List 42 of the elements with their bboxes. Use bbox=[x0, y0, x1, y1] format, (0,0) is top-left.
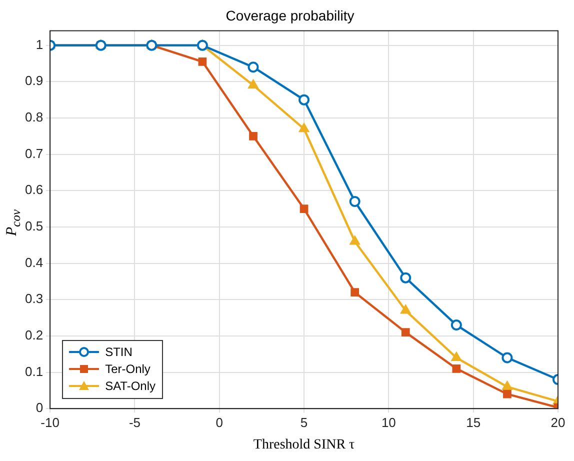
point bbox=[350, 288, 360, 297]
point bbox=[300, 204, 308, 213]
point bbox=[350, 236, 360, 245]
point bbox=[248, 80, 258, 89]
y-tick-label: 0.8 bbox=[24, 110, 44, 125]
point bbox=[502, 352, 513, 364]
y-tick-label: 1 bbox=[36, 36, 44, 52]
y-tick-label: 0.3 bbox=[24, 291, 44, 306]
point bbox=[450, 320, 462, 331]
x-tick-label: 5 bbox=[300, 414, 308, 430]
point bbox=[401, 328, 410, 336]
x-tick-label: 0 bbox=[216, 414, 223, 430]
legend-label: SAT-Only bbox=[105, 379, 156, 394]
point bbox=[198, 57, 207, 66]
y-tick-label: 0.2 bbox=[24, 328, 44, 343]
point bbox=[349, 196, 360, 208]
y-tick-label: 0.5 bbox=[24, 218, 44, 234]
point bbox=[452, 352, 462, 361]
x-tick-label: -10 bbox=[40, 414, 60, 430]
point bbox=[248, 62, 259, 73]
point bbox=[298, 94, 310, 106]
legend-label: STIN bbox=[105, 345, 132, 360]
x-axis-title: Threshold SINR τ bbox=[253, 437, 356, 452]
y-tick-label: 0.1 bbox=[24, 364, 44, 379]
y-tick-label: 0.6 bbox=[24, 182, 44, 198]
chart-title: Coverage probability bbox=[226, 7, 354, 24]
x-tick-label: 10 bbox=[381, 414, 396, 430]
legend-label: Ter-Only bbox=[105, 362, 150, 376]
x-tick-label: 15 bbox=[466, 414, 481, 430]
point bbox=[400, 305, 411, 314]
point bbox=[452, 364, 461, 373]
x-tick-label: -5 bbox=[128, 414, 141, 430]
point bbox=[503, 390, 512, 398]
x-tick-label: 20 bbox=[550, 414, 566, 430]
point bbox=[249, 132, 258, 140]
y-tick-label: 0.7 bbox=[24, 146, 44, 161]
y-tick-label: 0 bbox=[36, 400, 44, 416]
y-tick-label: 0.9 bbox=[24, 73, 44, 88]
point bbox=[502, 381, 512, 390]
y-tick-label: 0.4 bbox=[24, 254, 44, 270]
point bbox=[400, 272, 412, 284]
point bbox=[299, 123, 309, 132]
